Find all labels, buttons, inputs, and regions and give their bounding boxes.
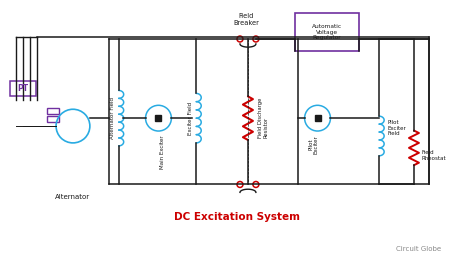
Text: Pilot
Exciter: Pilot Exciter xyxy=(308,135,319,154)
Text: Field Discharge
Resistor: Field Discharge Resistor xyxy=(258,98,269,138)
Text: Circuit Globe: Circuit Globe xyxy=(396,246,441,252)
Circle shape xyxy=(253,36,259,42)
Circle shape xyxy=(237,181,243,187)
Text: Main Exciter: Main Exciter xyxy=(160,135,165,169)
Bar xyxy=(155,115,162,121)
Circle shape xyxy=(237,36,243,42)
Text: Automatic
Voltage
Regulator: Automatic Voltage Regulator xyxy=(312,24,342,40)
Bar xyxy=(315,115,320,121)
Bar xyxy=(47,108,59,114)
Bar xyxy=(10,81,36,96)
Text: Field
Rheostat: Field Rheostat xyxy=(422,150,447,161)
Text: DC Excitation System: DC Excitation System xyxy=(174,212,300,222)
Bar xyxy=(295,13,359,51)
Text: Pilot
Exciter
Field: Pilot Exciter Field xyxy=(387,120,406,136)
Text: Exciter Field: Exciter Field xyxy=(188,102,193,135)
Text: Alternator: Alternator xyxy=(55,194,91,200)
Bar xyxy=(47,116,59,122)
Text: PT: PT xyxy=(18,84,29,93)
Text: Alternator Field: Alternator Field xyxy=(110,97,115,139)
Text: Field
Breaker: Field Breaker xyxy=(233,13,259,26)
Circle shape xyxy=(253,181,259,187)
